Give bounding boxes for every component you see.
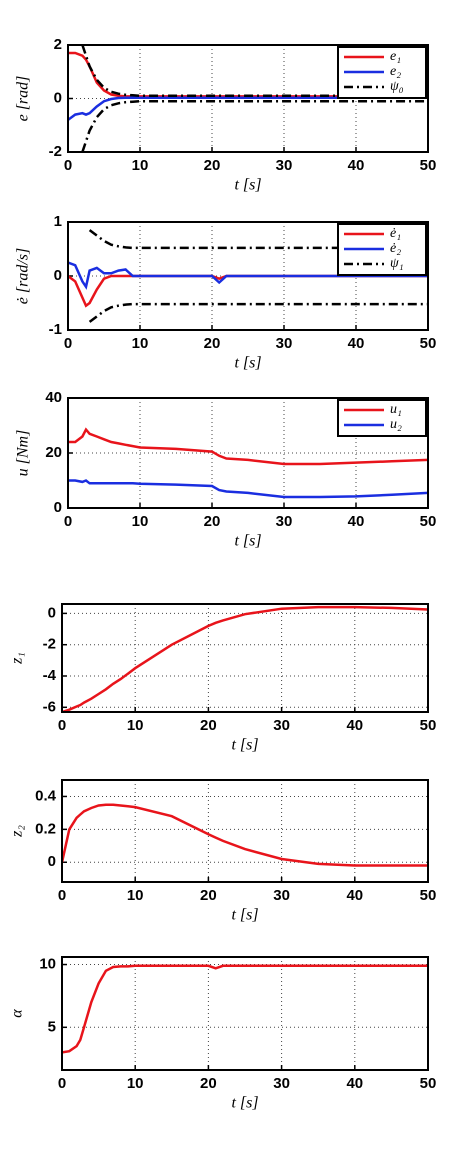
y-axis-label: z₂	[9, 825, 26, 838]
x-tick-label: 10	[132, 513, 149, 530]
y-tick-label: -1	[49, 321, 62, 338]
x-tick-label: 0	[58, 717, 66, 734]
data-line	[81, 99, 428, 152]
x-tick-label: 40	[346, 717, 363, 734]
x-tick-label: 50	[420, 513, 437, 530]
y-tick-label: 20	[45, 444, 62, 461]
x-tick-label: 20	[200, 887, 217, 904]
data-line	[68, 96, 428, 121]
x-tick-label: 0	[58, 1075, 66, 1092]
x-axis-label: t [s]	[234, 177, 261, 194]
y-tick-label: 10	[39, 956, 56, 973]
legend-label: ψ₀	[390, 79, 404, 94]
data-line	[88, 229, 428, 250]
x-tick-label: 10	[132, 335, 149, 352]
x-tick-label: 20	[200, 1075, 217, 1092]
x-tick-label: 0	[58, 887, 66, 904]
x-tick-label: 30	[276, 157, 293, 174]
y-tick-label: 0	[48, 853, 56, 870]
y-tick-label: 1	[54, 213, 62, 230]
data-line	[68, 261, 428, 290]
axes-frame	[67, 397, 429, 509]
axes-frame	[67, 44, 429, 153]
legend-label: e₁	[390, 49, 401, 64]
y-tick-label: 5	[48, 1018, 56, 1035]
axes-frame	[61, 603, 429, 713]
x-tick-label: 0	[64, 335, 72, 352]
x-tick-label: 30	[276, 513, 293, 530]
y-axis-label: α	[9, 1009, 26, 1018]
legend-label: ė₂	[390, 241, 401, 256]
x-axis-label: t [s]	[231, 907, 258, 924]
y-tick-label: -2	[49, 143, 62, 160]
legend-label: ψ₁	[390, 256, 404, 271]
y-axis-label: ė [rad/s]	[15, 248, 32, 304]
axes-frame	[61, 779, 429, 883]
y-tick-label: 0	[54, 267, 62, 284]
y-tick-label: 0	[48, 604, 56, 621]
x-tick-label: 50	[420, 1075, 437, 1092]
x-tick-label: 20	[204, 335, 221, 352]
y-tick-label: 0.4	[35, 787, 57, 804]
x-tick-label: 50	[420, 887, 437, 904]
x-tick-label: 10	[132, 157, 149, 174]
x-tick-label: 40	[348, 157, 365, 174]
y-tick-label: -4	[43, 667, 57, 684]
x-axis-label: t [s]	[231, 1095, 258, 1112]
x-tick-label: 10	[127, 1075, 144, 1092]
x-tick-label: 40	[348, 513, 365, 530]
x-tick-label: 10	[127, 887, 144, 904]
legend-label: ė₁	[390, 226, 401, 241]
legend-label: u₂	[390, 417, 402, 432]
x-tick-label: 40	[346, 1075, 363, 1092]
y-tick-label: 0	[54, 499, 62, 516]
x-tick-label: 30	[273, 717, 290, 734]
x-tick-label: 0	[64, 513, 72, 530]
data-line	[62, 605, 428, 712]
x-tick-label: 20	[204, 513, 221, 530]
y-tick-label: -6	[43, 698, 56, 715]
data-line	[68, 479, 428, 499]
legend-label: u₁	[390, 402, 402, 417]
x-axis-label: t [s]	[234, 355, 261, 372]
x-tick-label: 30	[273, 887, 290, 904]
legend-box	[337, 399, 427, 437]
y-tick-label: 40	[45, 389, 62, 406]
y-axis-label: e [rad]	[15, 76, 32, 122]
y-axis-label: u [Nm]	[15, 430, 32, 477]
x-tick-label: 20	[200, 717, 217, 734]
x-tick-label: 50	[420, 335, 437, 352]
axes-frame	[61, 956, 429, 1071]
axes-frame	[67, 221, 429, 331]
x-tick-label: 30	[273, 1075, 290, 1092]
x-tick-label: 10	[127, 717, 144, 734]
x-tick-label: 50	[420, 157, 437, 174]
data-line	[68, 427, 428, 466]
legend-label: e₂	[390, 64, 401, 79]
y-tick-label: 0.2	[35, 820, 56, 837]
data-line	[62, 803, 428, 867]
x-axis-label: t [s]	[234, 533, 261, 550]
y-tick-label: 0	[54, 89, 62, 106]
data-line	[88, 302, 428, 323]
x-tick-label: 20	[204, 157, 221, 174]
x-tick-label: 40	[346, 887, 363, 904]
data-line	[62, 964, 428, 1054]
y-axis-label: z₁	[9, 652, 26, 665]
y-tick-label: -2	[43, 636, 56, 653]
x-axis-label: t [s]	[231, 737, 258, 754]
x-tick-label: 0	[64, 157, 72, 174]
x-tick-label: 40	[348, 335, 365, 352]
x-tick-label: 30	[276, 335, 293, 352]
x-tick-label: 50	[420, 717, 437, 734]
y-tick-label: 2	[54, 36, 62, 53]
data-line	[81, 45, 428, 98]
data-line	[68, 274, 428, 308]
